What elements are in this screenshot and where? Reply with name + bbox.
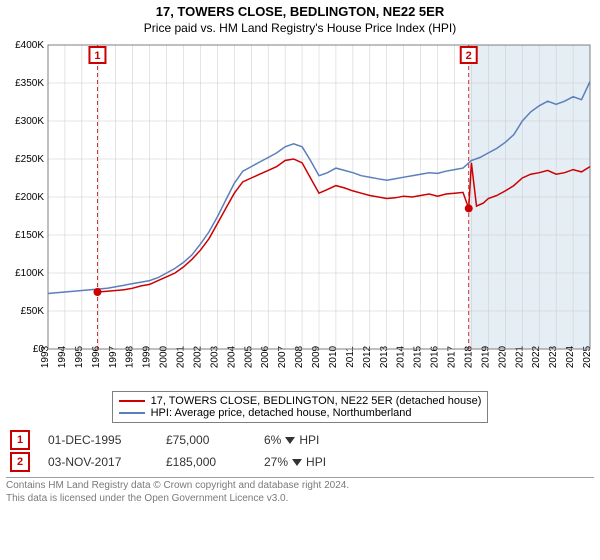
svg-text:£100K: £100K — [15, 268, 44, 279]
legend-item: 17, TOWERS CLOSE, BEDLINGTON, NE22 5ER (… — [119, 395, 482, 407]
legend-swatch — [119, 400, 145, 402]
chart-title: 17, TOWERS CLOSE, BEDLINGTON, NE22 5ER — [6, 4, 594, 19]
svg-text:£300K: £300K — [15, 116, 44, 127]
svg-text:£400K: £400K — [15, 40, 44, 51]
svg-text:£150K: £150K — [15, 230, 44, 241]
sale-date: 03-NOV-2017 — [48, 455, 148, 469]
footer-attribution: Contains HM Land Registry data © Crown c… — [6, 477, 594, 505]
legend: 17, TOWERS CLOSE, BEDLINGTON, NE22 5ER (… — [112, 391, 489, 423]
svg-text:£200K: £200K — [15, 192, 44, 203]
legend-item: HPI: Average price, detached house, Nort… — [119, 407, 482, 419]
svg-text:£250K: £250K — [15, 154, 44, 165]
sales-table: 1 01-DEC-1995 £75,000 6%HPI 2 03-NOV-2017 £185… — [6, 429, 594, 473]
legend-swatch — [119, 412, 145, 414]
sale-price: £75,000 — [166, 433, 246, 447]
svg-text:£50K: £50K — [21, 306, 45, 317]
legend-label: HPI: Average price, detached house, Nort… — [151, 407, 412, 419]
sale-row: 2 03-NOV-2017 £185,000 27%HPI — [6, 451, 594, 473]
footer-line: Contains HM Land Registry data © Crown c… — [6, 480, 594, 493]
svg-text:2: 2 — [466, 50, 472, 62]
svg-text:£350K: £350K — [15, 78, 44, 89]
down-arrow-icon — [292, 459, 302, 466]
down-arrow-icon — [285, 437, 295, 444]
chart: £0£50K£100K£150K£200K£250K£300K£350K£400… — [6, 39, 594, 387]
svg-text:1: 1 — [94, 50, 100, 62]
sale-price: £185,000 — [166, 455, 246, 469]
sale-delta: 6%HPI — [264, 433, 319, 447]
sale-marker-box: 1 — [10, 430, 30, 450]
chart-subtitle: Price paid vs. HM Land Registry's House … — [6, 21, 594, 35]
legend-label: 17, TOWERS CLOSE, BEDLINGTON, NE22 5ER (… — [151, 395, 482, 407]
sale-marker-box: 2 — [10, 452, 30, 472]
sale-date: 01-DEC-1995 — [48, 433, 148, 447]
sale-delta: 27%HPI — [264, 455, 326, 469]
sale-row: 1 01-DEC-1995 £75,000 6%HPI — [6, 429, 594, 451]
footer-line: This data is licensed under the Open Gov… — [6, 493, 594, 506]
